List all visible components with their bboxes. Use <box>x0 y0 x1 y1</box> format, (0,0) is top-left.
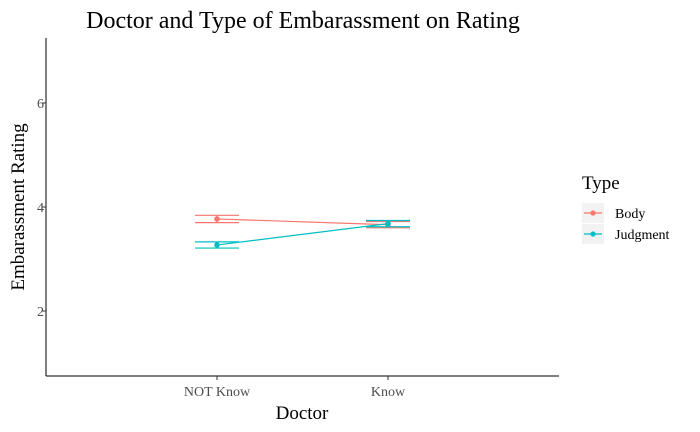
legend-items: Body Judgment <box>582 203 670 244</box>
legend-label-body: Body <box>615 207 645 222</box>
plot-area: 2 4 6 NOT Know Know <box>37 38 559 400</box>
series-layer <box>195 214 410 249</box>
legend-title: Type <box>582 173 620 194</box>
legend-key-point-body <box>590 210 596 216</box>
x-ticks: NOT Know Know <box>184 376 406 400</box>
legend-key-point-judgment <box>590 231 596 237</box>
y-tick-label: 6 <box>37 97 44 112</box>
y-ticks: 2 4 6 <box>37 97 46 320</box>
series-line-judgment <box>216 223 389 246</box>
chart-title: Doctor and Type of Embarassment on Ratin… <box>86 8 520 34</box>
data-point-judgment <box>214 242 220 248</box>
y-tick-label: 2 <box>37 305 44 320</box>
legend: Type Body Judgment <box>582 173 670 244</box>
data-point-judgment <box>385 220 391 227</box>
data-point-body <box>214 216 220 222</box>
x-axis-title: Doctor <box>276 403 329 424</box>
legend-label-judgment: Judgment <box>615 228 670 243</box>
y-tick-label: 4 <box>37 201 44 216</box>
x-tick-label: NOT Know <box>184 385 251 400</box>
series-line-body <box>216 218 389 226</box>
y-axis-title: Embarassment Rating <box>8 123 29 291</box>
x-tick-label: Know <box>371 385 406 400</box>
